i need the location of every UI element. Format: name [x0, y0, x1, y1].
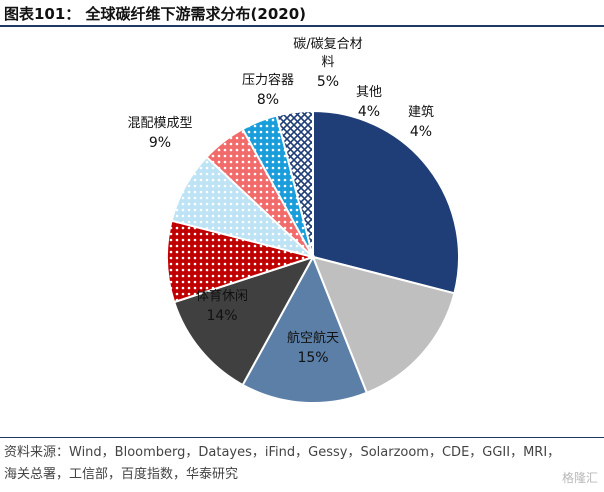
slice-label: 压力容器	[242, 72, 294, 88]
pie-labels: 风电叶片 29% 航空航天 15% 体育休闲 14% 汽车 12% 混配模成型 9% 压力容器 8% 碳…	[124, 37, 514, 366]
slice-value-label: 8%	[257, 92, 279, 108]
pie-slice-fill	[172, 255, 316, 387]
slice-label: 风电叶片	[462, 258, 514, 273]
slice-label: 碳/碳复合材	[293, 37, 362, 52]
watermark-logo: 格隆汇	[561, 471, 598, 485]
pie-slice	[241, 254, 369, 404]
slice-value-label: 15%	[297, 350, 328, 366]
pie-slice	[166, 219, 317, 304]
slice-value-label: 4%	[410, 124, 432, 140]
pie-slice	[275, 109, 314, 258]
pie-slice-pattern	[167, 220, 313, 303]
pie-slice-pattern	[171, 157, 313, 257]
slice-label: 料	[321, 55, 334, 70]
pie-slice	[312, 109, 460, 295]
slice-value-label: 4%	[358, 104, 380, 120]
slice-value-label: 29%	[472, 277, 503, 293]
pie-slice-pattern	[242, 115, 313, 257]
slice-value-label: 9%	[149, 135, 171, 151]
pie-slices	[166, 109, 460, 404]
slice-label: 体育休闲	[196, 288, 248, 304]
slice-value-label: 5%	[317, 74, 339, 90]
pie-slice-fill	[312, 109, 460, 295]
pie-chart: 风电叶片 29% 航空航天 15% 体育休闲 14% 汽车 12% 混配模成型 9% 压力容器 8% 碳…	[124, 37, 514, 404]
pie-slice-pattern	[206, 129, 313, 257]
slice-value-label: 12%	[124, 238, 155, 254]
slice-label: 混配模成型	[127, 116, 192, 131]
slice-label: 其他	[356, 85, 382, 100]
figure-title: 图表101： 全球碳纤维下游需求分布(2020)	[4, 5, 306, 23]
slice-label: 建筑	[408, 104, 434, 120]
slice-value-label: 14%	[206, 308, 237, 324]
source-note: 资料来源：Wind，Bloomberg，Datayes，iFind，Gessy，…	[4, 445, 561, 482]
figure-header: 图表101： 全球碳纤维下游需求分布(2020)	[0, 0, 604, 27]
slice-label: 航空航天	[287, 330, 339, 346]
pie-slice-fill	[311, 255, 456, 395]
pie-slice	[311, 255, 456, 395]
source-divider	[0, 437, 604, 438]
pie-slice-fill	[275, 109, 314, 258]
pie-slice-fill	[241, 254, 369, 404]
pie-slice	[172, 255, 316, 387]
slice-label: 汽车	[127, 218, 153, 234]
